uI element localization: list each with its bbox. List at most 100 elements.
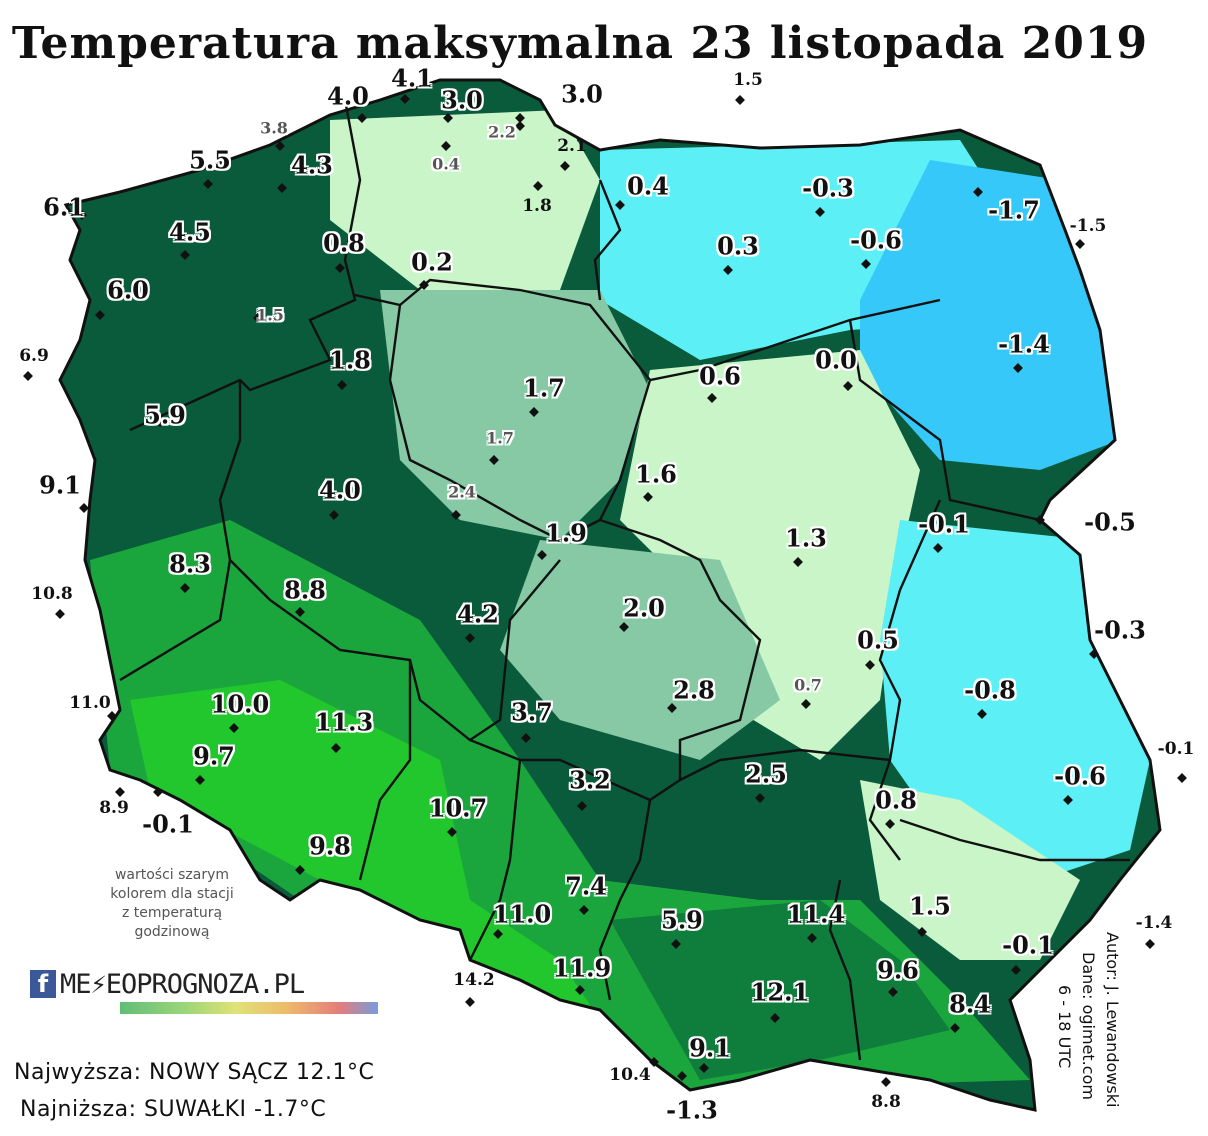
station-marker bbox=[115, 787, 125, 797]
station-value: 0.4 bbox=[432, 154, 460, 174]
station-marker bbox=[770, 1013, 780, 1023]
station-value: 0.4 bbox=[627, 171, 669, 201]
station-value: 6.1 bbox=[43, 192, 85, 222]
station-marker bbox=[465, 633, 475, 643]
station-marker bbox=[950, 1023, 960, 1033]
station-value: 0.6 bbox=[699, 361, 741, 391]
station-value: 11.4 bbox=[786, 899, 846, 929]
station-value: 10.4 bbox=[609, 1065, 651, 1085]
station-value: 4.2 bbox=[457, 599, 499, 629]
station-value: 10.0 bbox=[210, 689, 270, 719]
station-marker bbox=[1075, 239, 1085, 249]
station-value: 9.1 bbox=[689, 1033, 731, 1063]
station-value: 0.5 bbox=[857, 625, 899, 655]
station-value: 1.5 bbox=[909, 891, 951, 921]
voivodeship-borders bbox=[119, 99, 1130, 1061]
facebook-icon[interactable]: f bbox=[30, 970, 56, 998]
station-marker bbox=[1177, 773, 1187, 783]
station-marker bbox=[973, 187, 983, 197]
station-marker bbox=[275, 141, 285, 151]
credit-data: Dane: ogimet.com bbox=[1079, 952, 1098, 1100]
station-marker bbox=[677, 1071, 687, 1081]
station-value: -0.5 bbox=[1084, 507, 1136, 537]
station-value: 4.0 bbox=[327, 81, 369, 111]
station-marker bbox=[977, 709, 987, 719]
station-marker bbox=[933, 543, 943, 553]
station-value: -0.1 bbox=[142, 809, 194, 839]
station-marker bbox=[1145, 939, 1155, 949]
station-marker bbox=[1089, 649, 1099, 659]
station-value: 8.8 bbox=[871, 1092, 901, 1112]
station-marker bbox=[465, 997, 475, 1007]
legend-note: wartości szarym kolorem dla stacji z tem… bbox=[82, 866, 262, 942]
station-marker bbox=[801, 699, 811, 709]
station-marker bbox=[515, 121, 525, 131]
station-value: 8.4 bbox=[949, 989, 991, 1019]
station-marker bbox=[203, 179, 213, 189]
station-value: -1.4 bbox=[998, 329, 1050, 359]
station-value: 3.0 bbox=[561, 79, 603, 109]
station-marker bbox=[295, 865, 305, 875]
station-marker bbox=[560, 161, 570, 171]
station-marker bbox=[671, 939, 681, 949]
station-value: -1.5 bbox=[1069, 216, 1107, 236]
station-marker bbox=[180, 250, 190, 260]
station-value: 5.9 bbox=[144, 400, 186, 430]
station-marker bbox=[885, 819, 895, 829]
station-value: 9.7 bbox=[193, 741, 235, 771]
station-marker bbox=[881, 1077, 891, 1087]
station-marker bbox=[23, 371, 33, 381]
station-value: 8.8 bbox=[284, 575, 326, 605]
station-value: 1.6 bbox=[635, 459, 677, 489]
station-value: 3.0 bbox=[441, 85, 483, 115]
station-marker bbox=[489, 455, 499, 465]
station-value: 0.0 bbox=[815, 345, 857, 375]
map-title: Temperatura maksymalna 23 listopada 2019 bbox=[11, 18, 1149, 69]
station-value: 5.5 bbox=[189, 145, 231, 175]
station-marker bbox=[195, 775, 205, 785]
station-marker bbox=[253, 313, 263, 323]
station-marker bbox=[861, 259, 871, 269]
station-value: 5.9 bbox=[661, 905, 703, 935]
station-marker bbox=[441, 141, 451, 151]
station-value: 2.2 bbox=[488, 122, 516, 142]
station-marker bbox=[55, 609, 65, 619]
station-marker bbox=[493, 929, 503, 939]
logo-color-strip bbox=[120, 1002, 378, 1014]
station-marker bbox=[667, 703, 677, 713]
legend-note-line: z temperaturą bbox=[121, 905, 223, 921]
station-markers bbox=[23, 94, 1187, 1087]
station-marker bbox=[295, 607, 305, 617]
station-marker bbox=[615, 200, 625, 210]
credit-author: Autor: J. Lewandowski bbox=[1103, 932, 1122, 1108]
station-marker bbox=[699, 1063, 709, 1073]
station-marker bbox=[735, 95, 745, 105]
station-value: 1.5 bbox=[733, 70, 763, 90]
lowest-temperature: Najniższa: SUWAŁKI -1.7°C bbox=[20, 1097, 327, 1122]
station-value: 8.9 bbox=[99, 798, 129, 818]
legend-note-line: godzinową bbox=[134, 924, 210, 940]
station-marker bbox=[1035, 515, 1045, 525]
station-value: 2.1 bbox=[557, 136, 587, 156]
station-value: 10.7 bbox=[428, 793, 488, 823]
station-marker bbox=[451, 510, 461, 520]
station-value: 3.8 bbox=[260, 118, 288, 138]
station-value: 1.8 bbox=[522, 196, 552, 216]
station-marker bbox=[155, 417, 165, 427]
station-value: 11.9 bbox=[552, 953, 612, 983]
station-value: 9.8 bbox=[309, 831, 351, 861]
station-marker bbox=[793, 557, 803, 567]
station-value: -0.1 bbox=[918, 509, 970, 539]
station-value: 9.1 bbox=[39, 470, 81, 500]
meteoprognoza-logo[interactable]: f ME⚡EOPROGNOZA.PL bbox=[30, 968, 305, 1000]
station-value: 8.3 bbox=[169, 549, 211, 579]
station-marker bbox=[180, 583, 190, 593]
station-value: -0.3 bbox=[802, 173, 854, 203]
station-marker bbox=[1063, 795, 1073, 805]
station-value: 2.8 bbox=[673, 675, 715, 705]
station-marker bbox=[755, 793, 765, 803]
station-marker bbox=[579, 905, 589, 915]
station-value: 4.3 bbox=[291, 150, 333, 180]
station-marker bbox=[79, 503, 89, 513]
